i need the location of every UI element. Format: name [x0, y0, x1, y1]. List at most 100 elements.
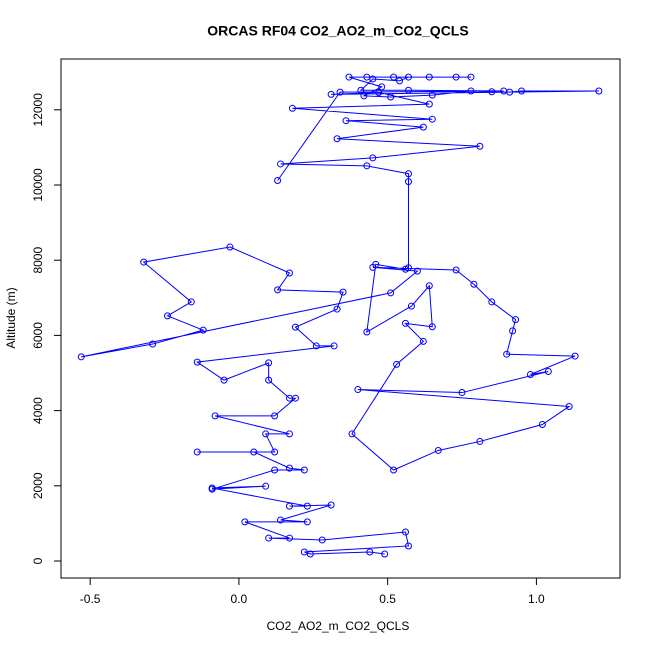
data-point: [434, 446, 442, 454]
data-point: [458, 389, 466, 397]
data-point: [288, 104, 296, 112]
data-point: [404, 178, 412, 186]
data-point: [452, 73, 460, 81]
data-point: [285, 534, 293, 542]
data-point: [428, 115, 436, 123]
data-point: [149, 340, 157, 348]
y-tick-label: 2000: [31, 472, 45, 499]
x-axis-title: CO2_AO2_m_CO2_QCLS: [267, 619, 410, 633]
data-point: [333, 135, 341, 143]
data-point: [565, 402, 573, 410]
data-point: [312, 342, 320, 350]
plot-frame: [60, 58, 621, 579]
data-point: [193, 448, 201, 456]
data-point: [262, 430, 270, 438]
data-point: [428, 323, 436, 331]
data-point: [425, 73, 433, 81]
data-point: [404, 264, 412, 272]
data-point: [271, 448, 279, 456]
data-point: [265, 376, 273, 384]
data-point: [306, 550, 314, 558]
data-point: [369, 154, 377, 162]
data-point: [291, 323, 299, 331]
data-point: [404, 73, 412, 81]
data-point: [393, 360, 401, 368]
data-point: [277, 516, 285, 524]
data-point: [303, 502, 311, 510]
data-point: [330, 342, 338, 350]
y-tick-label: 12000: [31, 93, 45, 127]
data-point: [342, 117, 350, 125]
data-point: [476, 142, 484, 150]
data-point: [363, 162, 371, 170]
data-point: [467, 87, 475, 95]
data-point: [77, 353, 85, 361]
data-point: [488, 298, 496, 306]
data-point: [425, 100, 433, 108]
data-point: [518, 87, 526, 95]
data-point: [390, 73, 398, 81]
data-point: [404, 542, 412, 550]
data-point: [509, 327, 517, 335]
data-point: [336, 88, 344, 96]
data-point: [300, 548, 308, 556]
data-point: [164, 312, 172, 320]
data-point: [470, 280, 478, 288]
data-point: [387, 93, 395, 101]
data-point: [303, 518, 311, 526]
data-point: [140, 258, 148, 266]
data-point: [285, 502, 293, 510]
data-point: [571, 352, 579, 360]
data-point: [208, 485, 216, 493]
data-point: [285, 394, 293, 402]
data-point: [396, 77, 404, 85]
y-tick-label: 8000: [31, 247, 45, 274]
data-point: [503, 350, 511, 358]
x-tick-label: 0.0: [231, 592, 248, 606]
y-tick-label: 0: [31, 557, 45, 564]
data-point: [476, 437, 484, 445]
y-tick-label: 10000: [31, 168, 45, 202]
data-point: [407, 302, 415, 310]
data-point: [274, 176, 282, 184]
data-point: [274, 286, 282, 294]
data-point: [402, 528, 410, 536]
data-point: [250, 448, 258, 456]
data-point: [413, 267, 421, 275]
y-tick-label: 6000: [31, 322, 45, 349]
data-point: [277, 160, 285, 168]
data-point: [187, 298, 195, 306]
x-tick-label: -0.5: [80, 592, 101, 606]
data-point: [265, 359, 273, 367]
x-tick-label: 0.5: [379, 592, 396, 606]
data-point: [369, 75, 377, 83]
data-point: [262, 482, 270, 490]
data-point: [285, 269, 293, 277]
y-axis-title: Altitude (m): [4, 287, 18, 348]
data-point: [354, 386, 362, 394]
data-point: [390, 466, 398, 474]
data-point: [402, 319, 410, 327]
data-point: [193, 358, 201, 366]
data-point: [226, 243, 234, 251]
data-point: [595, 87, 603, 95]
data-point: [300, 466, 308, 474]
data-point: [378, 83, 386, 91]
data-point: [339, 288, 347, 296]
data-point: [366, 548, 374, 556]
data-point: [318, 536, 326, 544]
data-point: [199, 326, 207, 334]
data-point: [220, 376, 228, 384]
data-line: [81, 76, 599, 555]
data-point: [404, 86, 412, 94]
data-point: [428, 91, 436, 99]
data-point: [500, 87, 508, 95]
data-point: [357, 86, 365, 94]
data-point: [265, 534, 273, 542]
x-tick-label: 1.0: [528, 592, 545, 606]
data-point: [345, 73, 353, 81]
data-point: [375, 89, 383, 97]
data-point: [544, 367, 552, 375]
